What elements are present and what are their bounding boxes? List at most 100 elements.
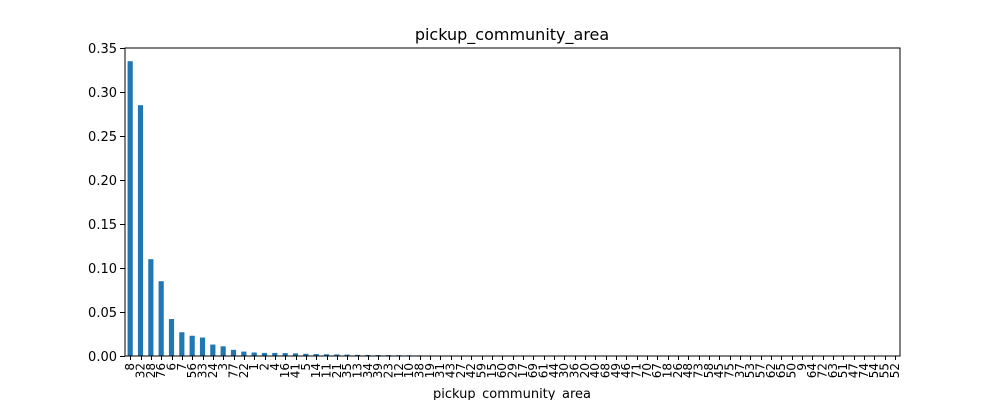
x-tick-label: 48 [681,363,695,378]
x-tick-label: 61 [537,363,551,378]
x-tick-label: 72 [816,363,830,378]
x-tick-label: 67 [650,363,664,378]
x-tick-label: 30 [557,363,571,378]
x-tick-label: 50 [785,363,799,378]
x-tick-label: 60 [495,363,509,378]
x-tick-label: 5 [299,363,313,371]
x-tick-label: 33 [196,363,210,378]
bar-1 [251,352,257,356]
x-tick-label: 31 [433,363,447,378]
x-tick-label: 37 [733,363,747,378]
x-tick-label: 1 [247,363,261,371]
x-tick-label: 42 [464,363,478,378]
x-tick-label: 12 [392,363,406,378]
bar-16 [282,353,288,356]
x-axis: 8322876675633243772212416415141121351334… [123,356,902,378]
x-tick-label: 49 [609,363,623,378]
x-tick-label: 9 [795,363,809,371]
x-tick-label: 19 [423,363,437,378]
x-tick-label: 7 [175,363,189,371]
x-tick-label: 68 [599,363,613,378]
x-tick-label: 26 [671,363,685,378]
x-tick-label: 56 [185,363,199,378]
x-axis-label: pickup_community_area [433,387,591,400]
x-tick-label: 18 [661,363,675,378]
x-tick-label: 47 [847,363,861,378]
x-tick-label: 22 [237,363,251,378]
bar-32 [137,105,144,356]
x-tick-label: 27 [454,363,468,378]
bar-4 [272,352,278,356]
y-tick-label: 0.35 [88,42,117,57]
x-tick-label: 51 [836,363,850,378]
bar-28 [148,259,154,356]
y-tick-label: 0.20 [88,174,117,189]
x-tick-label: 11 [320,363,334,378]
x-tick-label: 74 [857,363,871,378]
x-tick-label: 44 [547,363,561,378]
bar-41 [292,353,299,356]
bar-8 [127,61,133,356]
x-tick-label: 3 [216,363,230,371]
bar-7 [179,332,185,356]
bar-11 [323,354,330,356]
bar-21 [334,354,340,356]
x-tick-label: 64 [805,363,819,378]
x-tick-label: 41 [289,363,303,378]
x-tick-label: 2 [258,363,272,371]
bar-22 [241,351,247,356]
x-tick-label: 13 [351,363,365,378]
x-tick-label: 69 [526,363,540,378]
bar-56 [189,335,195,356]
y-tick-label: 0.00 [88,350,117,365]
bar-6 [168,319,175,356]
bars-group [127,61,898,356]
x-tick-label: 76 [154,363,168,378]
y-tick-label: 0.25 [88,130,117,145]
x-tick-label: 28 [144,363,158,378]
x-tick-label: 40 [588,363,602,378]
bar-33 [199,337,206,356]
x-tick-label: 55 [878,363,892,378]
x-tick-label: 24 [206,363,220,378]
x-tick-label: 58 [702,363,716,378]
x-tick-label: 39 [371,363,385,378]
x-tick-label: 23 [382,363,396,378]
x-tick-label: 32 [134,363,148,378]
x-tick-label: 34 [361,363,375,378]
y-tick-label: 0.10 [88,262,117,277]
x-tick-label: 6 [165,363,179,371]
x-tick-label: 75 [723,363,737,378]
x-tick-label: 77 [227,363,241,378]
y-tick-label: 0.30 [88,86,117,101]
x-tick-label: 59 [475,363,489,378]
x-tick-label: 52 [888,363,902,378]
x-tick-label: 62 [764,363,778,378]
x-tick-label: 35 [340,363,354,378]
x-tick-label: 46 [619,363,633,378]
x-tick-label: 43 [444,363,458,378]
x-tick-label: 73 [692,363,706,378]
bar-5 [303,353,309,356]
x-tick-label: 29 [506,363,520,378]
x-tick-label: 20 [578,363,592,378]
y-tick-label: 0.15 [88,218,117,233]
x-tick-label: 71 [630,363,644,378]
bar-2 [261,352,268,356]
x-tick-label: 4 [268,363,282,371]
x-tick-label: 65 [774,363,788,378]
x-tick-label: 45 [712,363,726,378]
bar-13 [354,354,361,356]
x-tick-label: 38 [413,363,427,378]
x-tick-label: 70 [640,363,654,378]
bar-3 [220,346,226,356]
bar-24 [210,344,216,356]
chart-title: pickup_community_area [415,25,609,45]
x-tick-label: 57 [754,363,768,378]
y-axis: 0.00 0.05 0.10 0.15 0.20 0.25 0.30 0.35 [88,42,125,365]
x-tick-label: 10 [402,363,416,378]
x-tick-label: 54 [867,363,881,378]
bar-76 [158,281,164,356]
